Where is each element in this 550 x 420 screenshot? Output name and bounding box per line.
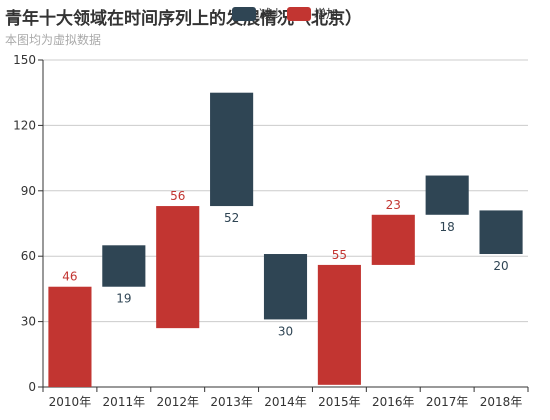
x-tick-label: 2010年 — [49, 395, 92, 409]
legend-label-increase: 增加 — [314, 7, 339, 21]
legend-swatch-decrease — [232, 6, 256, 21]
data-label: 18 — [440, 220, 455, 234]
data-label: 56 — [170, 189, 185, 203]
bar-increase — [156, 206, 200, 329]
chart-title: 青年十大领域在时间序列上的发展情况（北京） — [5, 9, 362, 29]
y-tick-label: 0 — [28, 380, 36, 394]
data-label: 46 — [62, 270, 77, 284]
y-tick-label: 90 — [21, 184, 36, 198]
data-label: 52 — [224, 211, 239, 225]
x-tick-label: 2018年 — [480, 395, 523, 409]
data-label: 23 — [386, 198, 401, 212]
bar-increase — [371, 214, 415, 265]
x-tick-label: 2016年 — [372, 395, 415, 409]
bar-increase — [317, 264, 361, 385]
data-label: 20 — [493, 259, 508, 273]
legend[interactable]: 减少 增加 — [232, 5, 338, 22]
x-tick-label: 2015年 — [318, 395, 361, 409]
bar-decrease — [102, 245, 146, 287]
x-tick-label: 2012年 — [156, 395, 199, 409]
bar-decrease — [210, 92, 254, 207]
y-tick-label: 150 — [13, 53, 36, 67]
legend-label-decrease: 减少 — [259, 7, 284, 21]
data-label: 55 — [332, 248, 347, 262]
legend-item-decrease[interactable]: 减少 — [232, 5, 283, 22]
x-tick-label: 2014年 — [264, 395, 307, 409]
data-label: 30 — [278, 324, 293, 338]
data-label: 19 — [116, 292, 131, 306]
legend-item-increase[interactable]: 增加 — [287, 5, 338, 22]
bar-decrease — [479, 210, 523, 255]
x-tick-label: 2013年 — [210, 395, 253, 409]
x-tick-label: 2017年 — [426, 395, 469, 409]
y-tick-label: 60 — [21, 249, 36, 263]
x-tick-label: 2011年 — [103, 395, 146, 409]
bar-decrease — [263, 254, 308, 320]
chart-subtitle: 本图均为虚拟数据 — [5, 33, 102, 47]
bar-increase — [48, 286, 92, 387]
bar-decrease — [425, 175, 469, 215]
legend-swatch-increase — [287, 6, 312, 21]
y-tick-label: 30 — [21, 315, 36, 329]
y-tick-label: 120 — [13, 118, 36, 132]
